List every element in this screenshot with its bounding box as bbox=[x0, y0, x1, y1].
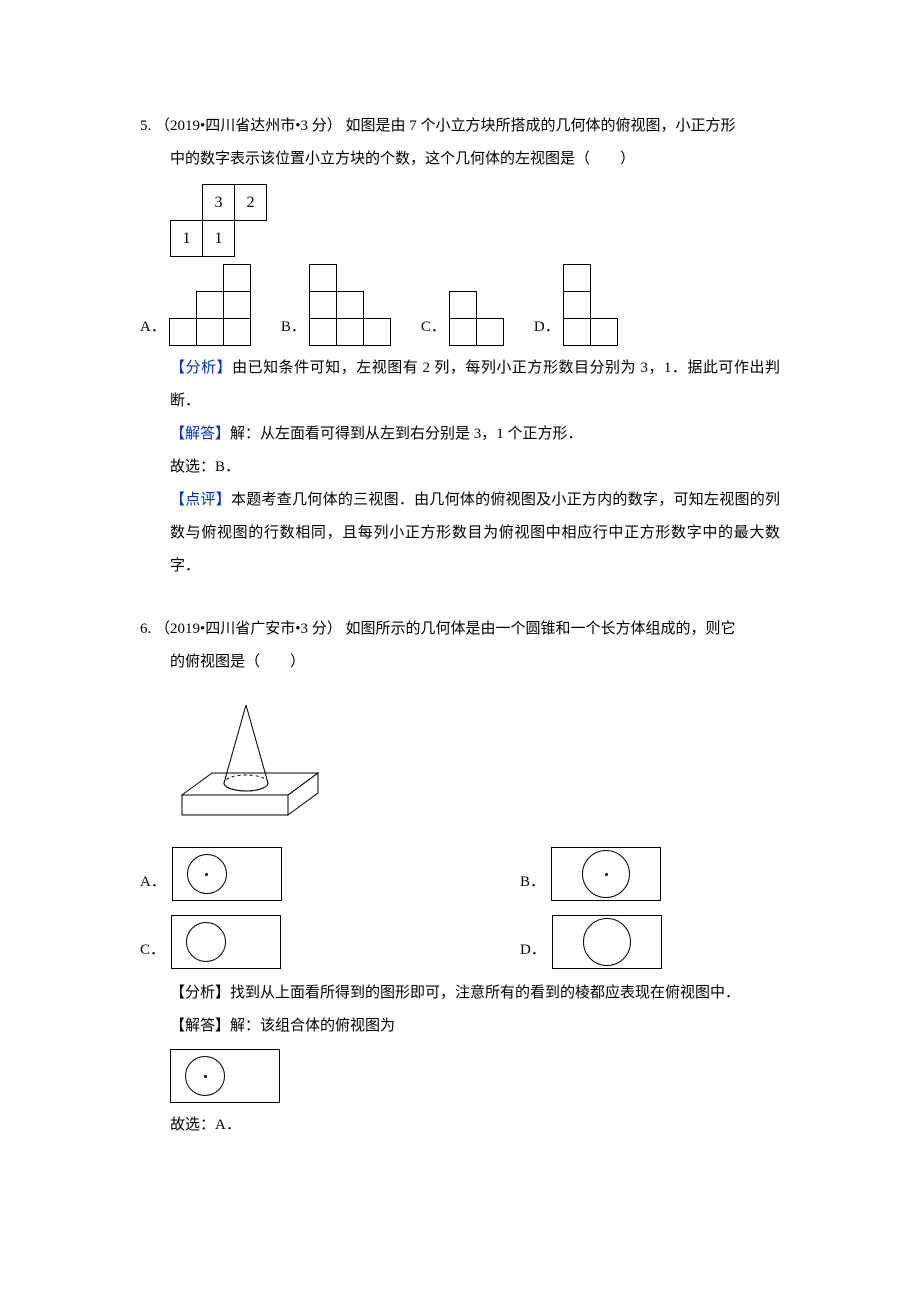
q5-opt-b-figure bbox=[310, 265, 391, 346]
q6-opt-b-label: B． bbox=[520, 866, 545, 901]
q6-stem1: 如图所示的几何体是由一个圆锥和一个长方体组成的，则它 bbox=[346, 621, 736, 637]
q5-opt-b-label: B． bbox=[281, 311, 306, 346]
q6-answer1: 解：该组合体的俯视图为 bbox=[230, 1018, 395, 1034]
q5-opt-a-figure bbox=[170, 265, 251, 346]
q6-opt-a: A． bbox=[140, 847, 400, 901]
question-5: 5. （2019•四川省达州市•3 分） 如图是由 7 个小立方块所搭成的几何体… bbox=[140, 110, 780, 583]
q6-opt-b-figure bbox=[551, 847, 661, 901]
tv-02: 2 bbox=[235, 185, 267, 221]
q5-answer1: 解：从左面看可得到从左到右分别是 3，1 个正方形． bbox=[230, 426, 583, 442]
q5-analysis-text: 由已知条件可知，左视图有 2 列，每列小正方形数目分别为 3，1．据此可作出判断… bbox=[170, 360, 780, 409]
tv-11: 1 bbox=[203, 221, 235, 257]
comment-label: 【点评】 bbox=[170, 492, 231, 508]
q5-answer2: 故选：B． bbox=[140, 451, 780, 484]
q5-stem-line2: 中的数字表示该位置小立方块的个数，这个几何体的左视图是（ ） bbox=[140, 143, 780, 176]
q5-topview-grid: 3 2 1 1 bbox=[170, 184, 267, 257]
q5-opt-c-label: C． bbox=[421, 311, 446, 346]
q5-stem-line1: 5. （2019•四川省达州市•3 分） 如图是由 7 个小立方块所搭成的几何体… bbox=[140, 110, 780, 143]
analysis-label: 【分析】 bbox=[170, 360, 232, 376]
q5-opt-d: D． bbox=[534, 265, 618, 346]
q5-stem1: 如图是由 7 个小立方块所搭成的几何体的俯视图，小正方形 bbox=[346, 118, 736, 134]
q6-opt-c-figure bbox=[171, 915, 281, 969]
q6-opt-d-label: D． bbox=[520, 934, 546, 969]
q6-opt-b: B． bbox=[520, 847, 780, 901]
answer-label: 【解答】 bbox=[170, 1018, 230, 1034]
q5-opt-d-figure bbox=[564, 265, 618, 346]
tv-10: 1 bbox=[171, 221, 203, 257]
analysis-label: 【分析】 bbox=[170, 985, 230, 1001]
q6-analysis: 【分析】找到从上面看所得到的图形即可，注意所有的看到的棱都应表现在俯视图中． bbox=[140, 977, 780, 1010]
q5-options: A． B． C． D． bbox=[140, 265, 780, 346]
q5-opt-a: A． bbox=[140, 265, 251, 346]
q5-source: （2019•四川省达州市•3 分） bbox=[155, 118, 342, 134]
q5-opt-a-label: A． bbox=[140, 311, 166, 346]
q6-source: （2019•四川省广安市•3 分） bbox=[155, 621, 342, 637]
cone-on-cuboid-icon bbox=[170, 687, 330, 837]
q6-number: 6. bbox=[140, 621, 151, 637]
q6-stem-line1: 6. （2019•四川省广安市•3 分） 如图所示的几何体是由一个圆锥和一个长方… bbox=[140, 613, 780, 646]
q5-comment: 【点评】本题考查几何体的三视图．由几何体的俯视图及小正方内的数字，可知左视图的列… bbox=[140, 484, 780, 583]
q6-answer-figure bbox=[140, 1049, 780, 1103]
q5-opt-c-figure bbox=[450, 292, 504, 346]
q6-answer: 【解答】解：该组合体的俯视图为 bbox=[140, 1010, 780, 1043]
q6-opt-d: D． bbox=[520, 915, 780, 969]
q6-opt-a-label: A． bbox=[140, 866, 166, 901]
q6-solid-figure bbox=[140, 687, 780, 837]
q6-opt-c: C． bbox=[140, 915, 400, 969]
q5-number: 5. bbox=[140, 118, 151, 134]
q5-opt-b: B． bbox=[281, 265, 391, 346]
q6-stem-line2: 的俯视图是（ ） bbox=[140, 646, 780, 679]
q6-opt-c-label: C． bbox=[140, 934, 165, 969]
q6-opt-a-figure bbox=[172, 847, 282, 901]
question-6: 6. （2019•四川省广安市•3 分） 如图所示的几何体是由一个圆锥和一个长方… bbox=[140, 613, 780, 1142]
q5-comment-text: 本题考查几何体的三视图．由几何体的俯视图及小正方内的数字，可知左视图的列数与俯视… bbox=[170, 492, 780, 574]
tv-01: 3 bbox=[203, 185, 235, 221]
q5-opt-d-label: D． bbox=[534, 311, 560, 346]
q6-analysis-text: 找到从上面看所得到的图形即可，注意所有的看到的棱都应表现在俯视图中． bbox=[230, 985, 740, 1001]
tv-00 bbox=[171, 185, 203, 221]
q6-options: A． B． C． D． bbox=[140, 847, 780, 969]
q6-answer2: 故选：A． bbox=[140, 1109, 780, 1142]
q5-answer: 【解答】解：从左面看可得到从左到右分别是 3，1 个正方形． bbox=[140, 418, 780, 451]
answer-label: 【解答】 bbox=[170, 426, 230, 442]
q5-opt-c: C． bbox=[421, 292, 504, 346]
q5-analysis: 【分析】由已知条件可知，左视图有 2 列，每列小正方形数目分别为 3，1．据此可… bbox=[140, 352, 780, 418]
q6-opt-d-figure bbox=[552, 915, 662, 969]
tv-12 bbox=[235, 221, 267, 257]
